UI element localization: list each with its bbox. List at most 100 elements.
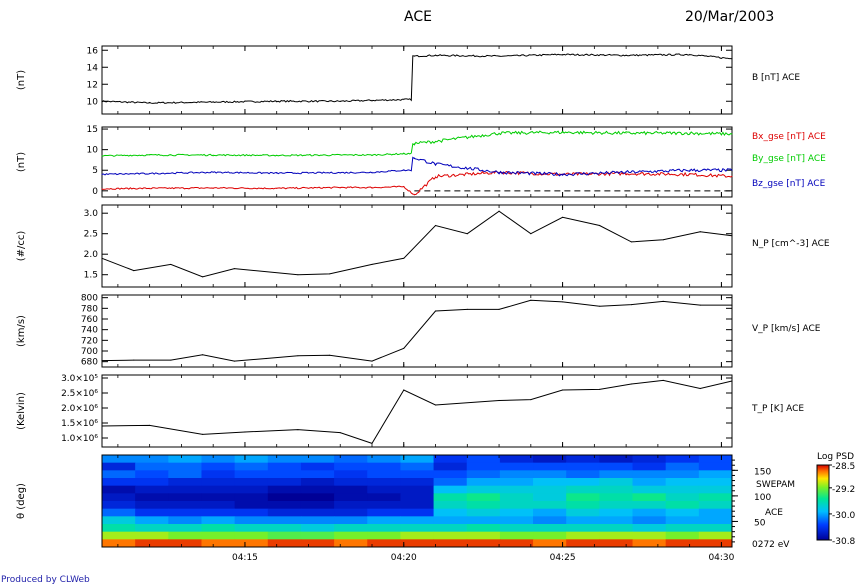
heatmap-cell bbox=[499, 539, 534, 548]
heatmap-cell bbox=[367, 539, 401, 548]
data-point bbox=[265, 357, 267, 360]
data-point bbox=[498, 55, 500, 57]
heatmap-cell bbox=[566, 531, 600, 540]
heatmap-cell bbox=[367, 462, 401, 471]
data-point bbox=[599, 305, 601, 307]
y-axis-label: (nT) bbox=[16, 70, 27, 90]
panel-frame-0 bbox=[101, 45, 733, 115]
x-tick-label: 04:20 bbox=[391, 553, 417, 563]
colorbar-tick-label: -28.5 bbox=[832, 462, 855, 472]
data-point bbox=[630, 304, 633, 306]
heatmap-cell bbox=[698, 462, 733, 471]
data-point bbox=[403, 347, 405, 349]
y-axis-label: (#/cc) bbox=[16, 231, 27, 262]
data-point bbox=[403, 153, 405, 155]
data-point bbox=[149, 154, 151, 156]
heatmap-y-tick-label: 150 bbox=[754, 467, 771, 477]
heatmap-cell bbox=[102, 516, 136, 525]
heatmap-cell bbox=[499, 462, 534, 471]
heatmap-cell bbox=[599, 531, 634, 540]
heatmap-cell bbox=[234, 478, 269, 487]
heatmap-cell bbox=[698, 508, 733, 517]
series-label: N_P [cm^-3] ACE bbox=[752, 239, 830, 249]
heatmap-cell bbox=[665, 524, 700, 533]
heatmap-cell bbox=[632, 501, 667, 510]
colorbar-tick-label: -30.8 bbox=[832, 537, 856, 547]
heatmap-cell bbox=[201, 516, 236, 525]
heatmap-cell bbox=[168, 501, 202, 510]
data-point bbox=[530, 399, 532, 401]
heatmap-cell bbox=[400, 455, 435, 464]
heatmap-cell bbox=[168, 478, 202, 487]
heatmap-cell bbox=[267, 462, 302, 471]
data-point bbox=[339, 172, 341, 174]
data-point bbox=[413, 157, 415, 159]
heatmap-cell bbox=[168, 493, 202, 502]
series-label: Bx_gse [nT] ACE bbox=[752, 132, 826, 142]
heatmap-cell bbox=[533, 539, 567, 548]
series-label: T_P [K] ACE bbox=[751, 404, 804, 414]
heatmap-cell bbox=[400, 462, 435, 471]
heatmap-cell bbox=[632, 493, 667, 502]
y-tick-label: 800 bbox=[81, 294, 98, 304]
heatmap-cell bbox=[433, 462, 468, 471]
heatmap-cell bbox=[334, 485, 368, 494]
heatmap-cell bbox=[433, 455, 468, 464]
heatmap-cell bbox=[499, 508, 534, 517]
y-axis-label: (Kelvin) bbox=[16, 392, 27, 430]
plot-title: ACE bbox=[404, 9, 432, 25]
data-point bbox=[731, 304, 733, 306]
y-tick-label: 2.5×10⁶ bbox=[61, 389, 98, 399]
heatmap-cell bbox=[433, 478, 468, 487]
data-point bbox=[434, 163, 437, 165]
heatmap-cell bbox=[632, 485, 667, 494]
series-line-2-0 bbox=[101, 210, 733, 278]
heatmap-cell bbox=[698, 455, 733, 464]
heatmap-cell bbox=[300, 531, 335, 540]
heatmap-cell bbox=[632, 478, 667, 487]
data-point bbox=[413, 55, 415, 57]
data-point bbox=[630, 241, 633, 243]
heatmap-cell bbox=[533, 478, 567, 487]
heatmap-cell bbox=[201, 478, 236, 487]
heatmap-cell bbox=[367, 501, 401, 510]
data-point bbox=[149, 102, 151, 104]
heatmap-cell bbox=[400, 485, 435, 494]
heatmap-cell bbox=[201, 485, 236, 494]
heatmap-cell bbox=[135, 485, 169, 494]
heatmap-cell bbox=[300, 470, 335, 479]
data-point bbox=[599, 224, 601, 227]
data-point bbox=[371, 263, 373, 266]
panel-frame-2 bbox=[101, 204, 733, 288]
heatmap-cell bbox=[102, 470, 136, 479]
data-point bbox=[329, 273, 331, 275]
data-point bbox=[625, 171, 627, 173]
heatmap-cell bbox=[201, 539, 236, 548]
heatmap-cell bbox=[267, 531, 302, 540]
plot-date: 20/Mar/2003 bbox=[685, 9, 774, 25]
data-point bbox=[170, 359, 172, 361]
heatmap-cell bbox=[334, 508, 368, 517]
data-point bbox=[689, 53, 691, 56]
y-tick-label: 1.0×10⁶ bbox=[61, 434, 98, 444]
data-point bbox=[329, 354, 331, 356]
heatmap-cell bbox=[367, 478, 401, 487]
heatmap-cell bbox=[698, 524, 733, 533]
heatmap-cell bbox=[367, 493, 401, 502]
heatmap-cell bbox=[300, 462, 335, 471]
heatmap-cell bbox=[466, 470, 501, 479]
heatmap-cell bbox=[234, 470, 269, 479]
heatmap-cell bbox=[201, 493, 236, 502]
heatmap-cell bbox=[334, 531, 368, 540]
data-point bbox=[339, 186, 341, 189]
data-point bbox=[625, 132, 627, 134]
heatmap-cell bbox=[599, 508, 634, 517]
data-point bbox=[561, 301, 564, 303]
y-tick-label: 680 bbox=[81, 358, 98, 368]
heatmap-cell bbox=[300, 524, 335, 533]
heatmap-cell bbox=[466, 462, 501, 471]
heatmap-cell bbox=[466, 531, 501, 540]
data-point bbox=[201, 354, 204, 356]
heatmap-cell bbox=[300, 516, 335, 525]
heatmap-cell bbox=[632, 531, 667, 540]
